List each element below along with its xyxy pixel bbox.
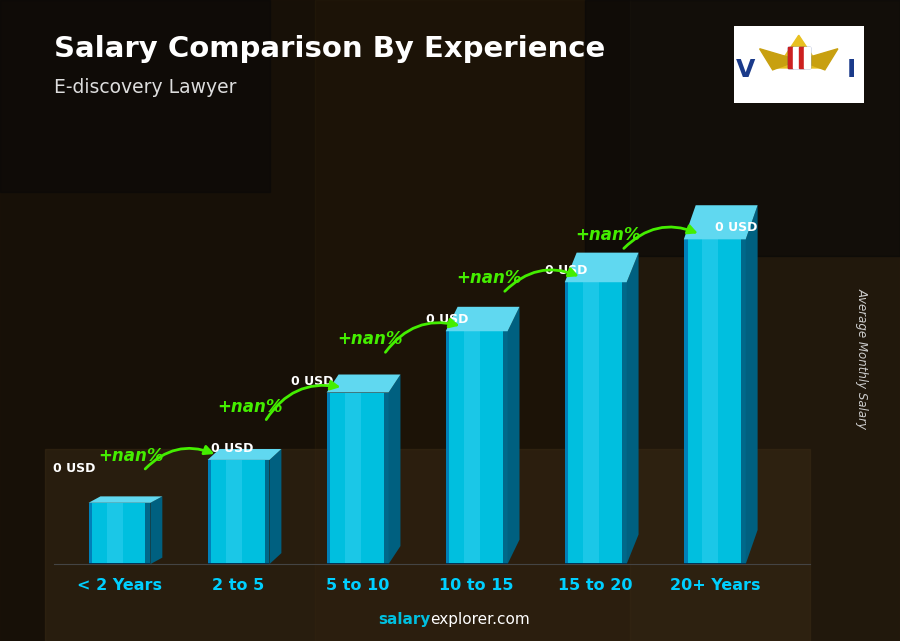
- Bar: [741, 239, 746, 564]
- Bar: [88, 503, 92, 564]
- Text: salary: salary: [378, 612, 430, 627]
- Bar: [146, 503, 150, 564]
- Bar: [564, 282, 626, 564]
- Polygon shape: [269, 449, 282, 564]
- Polygon shape: [684, 205, 758, 239]
- Bar: [0, 0, 315, 641]
- Bar: [684, 239, 746, 564]
- Bar: [788, 47, 810, 68]
- Text: 0 USD: 0 USD: [53, 462, 95, 475]
- Bar: [630, 0, 900, 641]
- Bar: [446, 331, 508, 564]
- Bar: [208, 460, 211, 564]
- Bar: [383, 392, 389, 564]
- Text: +nan%: +nan%: [99, 447, 164, 465]
- Text: Average Monthly Salary: Average Monthly Salary: [856, 288, 868, 429]
- Bar: [684, 239, 688, 564]
- Bar: [265, 460, 269, 564]
- Polygon shape: [564, 253, 639, 282]
- Bar: [88, 503, 150, 564]
- Text: +nan%: +nan%: [575, 226, 641, 244]
- Text: +nan%: +nan%: [337, 330, 402, 349]
- Bar: [805, 47, 810, 68]
- Polygon shape: [777, 35, 821, 68]
- Bar: [564, 563, 626, 564]
- Bar: [585, 0, 900, 256]
- Polygon shape: [446, 307, 519, 331]
- Bar: [799, 47, 805, 68]
- Text: I: I: [847, 58, 857, 82]
- Bar: [622, 282, 626, 564]
- Bar: [327, 563, 389, 564]
- Text: 0 USD: 0 USD: [292, 374, 334, 388]
- Bar: [315, 0, 630, 641]
- Text: 0 USD: 0 USD: [426, 313, 468, 326]
- Bar: [0, 0, 270, 192]
- Bar: [684, 563, 746, 564]
- Bar: [327, 392, 389, 564]
- Bar: [702, 239, 718, 564]
- Text: +nan%: +nan%: [455, 269, 521, 287]
- Text: +nan%: +nan%: [218, 398, 284, 416]
- Bar: [564, 282, 569, 564]
- Polygon shape: [208, 449, 282, 460]
- Text: 0 USD: 0 USD: [212, 442, 254, 455]
- Bar: [788, 47, 793, 68]
- Bar: [502, 331, 508, 564]
- Bar: [583, 282, 599, 564]
- Text: Salary Comparison By Experience: Salary Comparison By Experience: [54, 35, 605, 63]
- Text: E-discovery Lawyer: E-discovery Lawyer: [54, 78, 237, 97]
- Text: 0 USD: 0 USD: [544, 264, 587, 278]
- Polygon shape: [626, 253, 639, 564]
- Polygon shape: [150, 496, 162, 564]
- Bar: [88, 563, 150, 564]
- Bar: [464, 331, 480, 564]
- Bar: [208, 563, 269, 564]
- Text: V: V: [736, 58, 755, 82]
- Polygon shape: [508, 307, 519, 564]
- Polygon shape: [389, 374, 400, 564]
- Polygon shape: [327, 374, 400, 392]
- Bar: [107, 503, 122, 564]
- Bar: [226, 460, 241, 564]
- Text: 0 USD: 0 USD: [715, 221, 758, 235]
- Bar: [346, 392, 361, 564]
- Bar: [327, 392, 330, 564]
- Text: explorer.com: explorer.com: [430, 612, 530, 627]
- Bar: [446, 563, 508, 564]
- Bar: [45, 449, 810, 641]
- Polygon shape: [88, 496, 162, 503]
- Bar: [446, 331, 449, 564]
- Bar: [793, 47, 799, 68]
- Polygon shape: [746, 205, 758, 564]
- Polygon shape: [799, 49, 838, 70]
- Polygon shape: [760, 49, 799, 70]
- Bar: [208, 460, 269, 564]
